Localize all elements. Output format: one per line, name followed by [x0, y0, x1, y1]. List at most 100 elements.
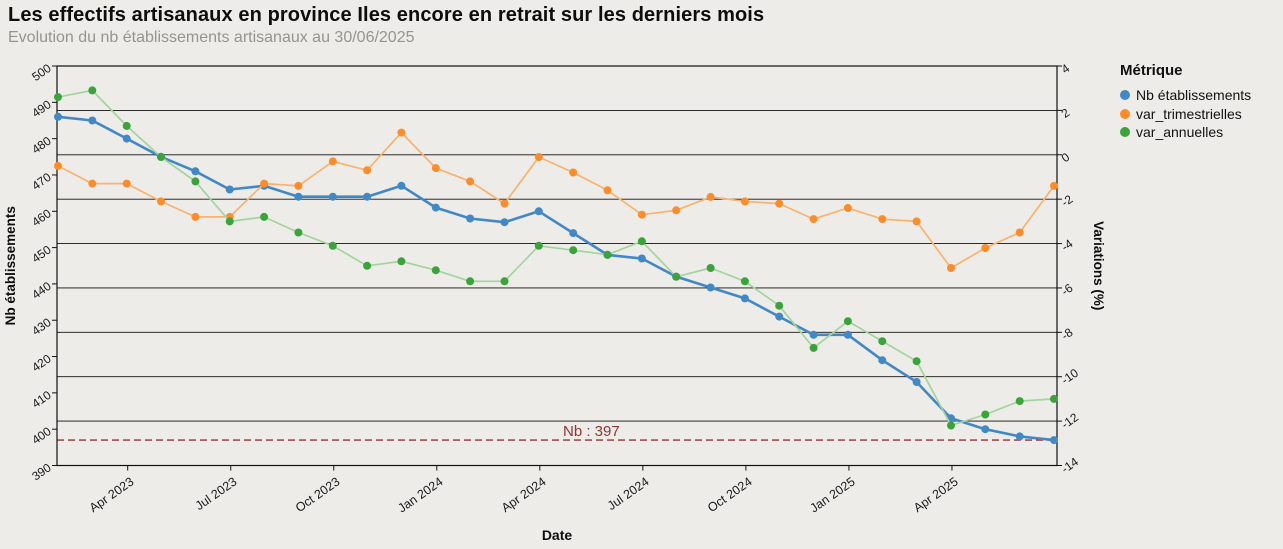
- y-left-tick-label: 420: [29, 351, 54, 374]
- series-marker: [672, 272, 681, 281]
- series-marker: [878, 215, 887, 224]
- y-left-tick-label: 450: [29, 242, 54, 265]
- legend-items: Nb établissements var_trimestrielles var_a…: [1120, 86, 1280, 142]
- y-left-tick-label: 410: [29, 388, 54, 411]
- series-marker: [740, 294, 749, 303]
- series-marker: [225, 217, 234, 226]
- series-marker: [1050, 181, 1058, 190]
- series-marker: [637, 210, 646, 219]
- series-marker: [569, 229, 578, 238]
- series-marker: [603, 186, 612, 195]
- series-marker: [775, 301, 784, 310]
- series-line: [57, 131, 1055, 269]
- series-marker: [603, 250, 612, 259]
- series-marker: [328, 241, 337, 250]
- x-tick-label: Apr 2025: [911, 474, 961, 515]
- series-marker: [294, 228, 303, 237]
- series-marker: [260, 179, 269, 188]
- series-marker: [363, 261, 372, 270]
- series-marker: [88, 116, 97, 125]
- series-marker: [431, 266, 440, 275]
- y-right-tick-label: -10: [1059, 366, 1082, 388]
- series-marker: [775, 199, 784, 208]
- series-marker: [397, 181, 406, 190]
- y-right-axis-title: Variations (%): [1091, 221, 1106, 310]
- legend-item-nb-tablissements[interactable]: Nb établissements: [1120, 86, 1280, 105]
- series-marker: [122, 121, 131, 130]
- series-marker: [740, 277, 749, 286]
- legend-item-label: var_trimestrielles: [1136, 105, 1242, 122]
- x-tick-label: Oct 2023: [293, 474, 343, 515]
- series-marker: [706, 192, 715, 201]
- series-marker: [1015, 432, 1024, 441]
- y-right-tick-label: -2: [1059, 192, 1076, 210]
- series-marker: [54, 93, 62, 102]
- y-right-tick-label: -6: [1059, 281, 1076, 299]
- series-marker: [637, 254, 646, 263]
- series-marker: [1050, 394, 1058, 403]
- series-marker: [912, 378, 921, 386]
- series-marker: [878, 356, 887, 365]
- series-marker: [706, 283, 715, 292]
- series-marker: [534, 207, 543, 216]
- y-right-tick-label: -14: [1059, 454, 1082, 476]
- x-axis: Apr 2023 Jul 2023 Oct 2023 Jan 2024 Apr 2024…: [87, 465, 961, 515]
- series-marker: [466, 214, 475, 223]
- x-axis-title: Date: [542, 527, 573, 543]
- series-marker: [397, 128, 406, 137]
- gridlines: [57, 109, 1057, 422]
- series-marker: [157, 153, 165, 161]
- legend-item-var-annuelles[interactable]: var_annuelles: [1120, 123, 1280, 142]
- y-right-tick-label: 2: [1059, 105, 1073, 120]
- series-marker: [466, 177, 475, 186]
- series-marker: [294, 192, 303, 201]
- series-marker: [1015, 397, 1024, 406]
- series-marker: [191, 167, 200, 176]
- series-marker: [431, 164, 440, 173]
- series-marker: [431, 203, 440, 212]
- y-right-tick-label: -12: [1059, 410, 1082, 432]
- legend-item-label: var_annuelles: [1136, 124, 1224, 140]
- y-axis-right: 4 2 0 -2 -4 -6 -8 -10 -12 -14: [1057, 61, 1081, 476]
- series-marker: [363, 166, 372, 175]
- y-right-tick-label: -4: [1059, 236, 1076, 254]
- series-marker: [981, 425, 990, 434]
- series-marker: [225, 185, 234, 194]
- series-marker: [363, 192, 372, 201]
- series-marker: [500, 218, 509, 227]
- y-right-tick-label: 0: [1059, 150, 1073, 165]
- legend-marker-icon: [1120, 90, 1130, 101]
- series-marker: [88, 179, 97, 188]
- x-tick-label: Jan 2024: [395, 474, 445, 515]
- series-marker: [328, 157, 337, 166]
- series-line: [57, 89, 1055, 427]
- series-marker: [466, 277, 475, 286]
- x-tick-label: Apr 2023: [87, 474, 137, 515]
- series-marker: [981, 410, 990, 419]
- series-marker: [672, 206, 681, 215]
- series-marker: [947, 264, 955, 272]
- series-marker: [569, 168, 578, 177]
- series-marker: [775, 312, 784, 321]
- series-var-trimestrielles: [54, 128, 1058, 272]
- chart-title: Les effectifs artisanaux en province Ile…: [8, 4, 765, 26]
- series-marker: [397, 257, 406, 266]
- y-right-tick-label: 4: [1059, 61, 1073, 76]
- x-tick-label: Jul 2023: [193, 474, 240, 513]
- series-marker: [534, 241, 543, 250]
- legend-marker-icon: [1120, 127, 1130, 138]
- series-marker: [912, 357, 921, 366]
- y-left-tick-label: 430: [29, 315, 54, 338]
- y-left-tick-label: 480: [29, 133, 54, 156]
- series-marker: [328, 192, 337, 201]
- legend-item-var-trimestrielles[interactable]: var_trimestrielles: [1120, 105, 1280, 124]
- series-marker: [260, 212, 269, 221]
- x-tick-label: Jan 2025: [807, 474, 857, 515]
- y-left-tick-label: 440: [29, 279, 54, 302]
- y-axis-left: 500 490 480 470 460 450 440 430 420 410 400 390: [29, 61, 57, 483]
- series-marker: [122, 179, 131, 188]
- y-right-tick-label: -8: [1059, 325, 1076, 343]
- series-marker: [809, 343, 818, 352]
